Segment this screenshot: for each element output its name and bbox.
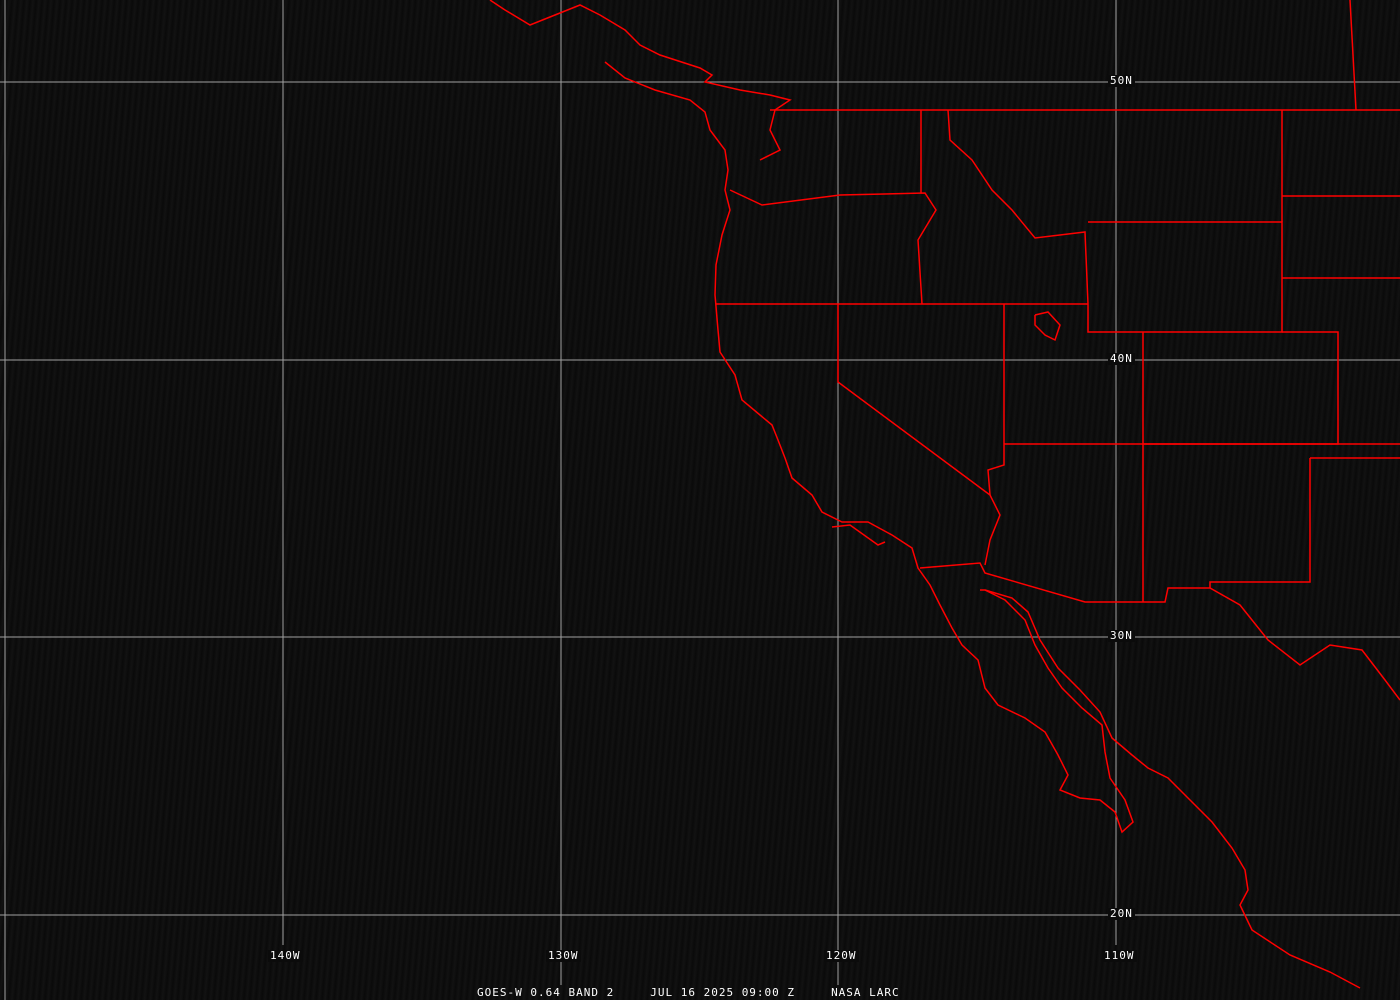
coastline-mexico-mainland	[984, 589, 1361, 989]
lat-label-50n: 50N	[1108, 74, 1135, 87]
lat-label-40n: 40N	[1108, 352, 1135, 365]
political-boundaries	[489, 0, 1400, 989]
canada-east-line	[1349, 0, 1357, 111]
nv-ut-az-border	[987, 304, 1005, 496]
lat-label-20n: 20N	[1108, 907, 1135, 920]
wa-or-border	[729, 189, 937, 305]
caption-credit: NASA LARC	[831, 986, 900, 999]
lon-label-120w: 120W	[824, 949, 859, 962]
co-border	[1142, 331, 1339, 445]
coastline-west	[604, 61, 1134, 834]
id-mt-border	[947, 109, 1089, 305]
lon-label-130w: 130W	[546, 949, 581, 962]
caption-datetime: JUL 16 2025 09:00 Z	[650, 986, 796, 999]
ca-nv-border	[837, 304, 1001, 566]
canada-coast	[489, 0, 792, 161]
great-salt-lake	[1034, 311, 1061, 342]
lon-label-110w: 110W	[1102, 949, 1137, 962]
lat-label-30n: 30N	[1108, 629, 1135, 642]
image-caption: GOES-W 0.64 BAND 2 JUL 16 2025 09:00 Z NAS…	[477, 986, 936, 999]
wy-border	[1087, 221, 1283, 333]
mexico-us-border	[919, 562, 1400, 701]
lon-label-140w: 140W	[268, 949, 303, 962]
channel-islands	[831, 524, 886, 546]
nm-tx-border	[1209, 458, 1311, 588]
caption-product: GOES-W 0.64 BAND 2	[477, 986, 615, 999]
